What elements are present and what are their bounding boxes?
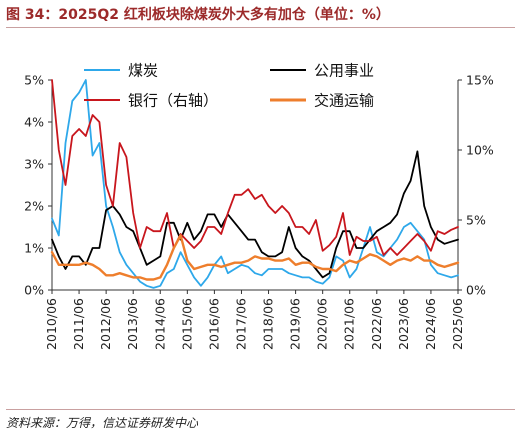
line-chart: 0% 1% 2% 3% 4% 5% 0% 5% 10% 15% 2010/06 2011/06 2012… — [24, 62, 494, 350]
right-y-tick-label: 0% — [466, 283, 486, 298]
left-y-tick-label: 3% — [24, 157, 44, 172]
x-tick-label: 2011/06 — [71, 298, 86, 350]
x-tick-label: 2023/06 — [396, 298, 411, 350]
series-line-2 — [51, 150, 459, 279]
right-y-tick-label: 15% — [466, 73, 494, 88]
x-tick-label: 2025/06 — [450, 298, 465, 350]
legend-label-1: 煤炭 — [128, 62, 158, 80]
x-tick-label: 2024/06 — [423, 298, 438, 350]
right-y-tick-label: 5% — [466, 213, 486, 228]
left-y-tick-label: 2% — [24, 199, 44, 214]
title-divider — [6, 27, 515, 28]
left-y-tick-label: 1% — [24, 241, 44, 256]
source-note: 资料来源：万得，信达证券研发中心 — [6, 416, 199, 430]
x-tick-label: 2010/06 — [44, 298, 59, 350]
x-tick-label: 2012/06 — [98, 298, 113, 350]
x-tick-label: 2015/06 — [179, 298, 194, 350]
legend-label-3: 银行（右轴） — [128, 92, 218, 110]
figure-header: 图 34：2025Q2 红利板块除煤炭外大多有加仓（单位：%） — [6, 2, 515, 28]
figure-title: 图 34：2025Q2 红利板块除煤炭外大多有加仓（单位：%） — [6, 7, 390, 23]
left-y-tick-label: 5% — [24, 73, 44, 88]
right-y-tick-label: 10% — [466, 143, 494, 158]
legend-label-4: 交通运输 — [314, 92, 374, 110]
left-y-tick-label: 0% — [24, 283, 44, 298]
x-tick-label: 2016/06 — [206, 298, 221, 350]
x-tick-label: 2020/06 — [315, 298, 330, 350]
x-tick-label: 2014/06 — [152, 298, 167, 350]
x-tick-label: 2021/06 — [342, 298, 357, 350]
x-tick-label: 2013/06 — [125, 298, 140, 350]
x-tick-label: 2022/06 — [369, 298, 384, 350]
footer-divider — [6, 409, 515, 410]
series-line-4 — [50, 234, 460, 281]
x-tick-label: 2018/06 — [261, 298, 276, 350]
left-y-tick-label: 4% — [24, 115, 44, 130]
x-tick-label: 2017/06 — [233, 298, 248, 350]
x-tick-label: 2019/06 — [288, 298, 303, 350]
series-line-3 — [51, 79, 459, 256]
legend-label-2: 公用事业 — [314, 62, 374, 80]
